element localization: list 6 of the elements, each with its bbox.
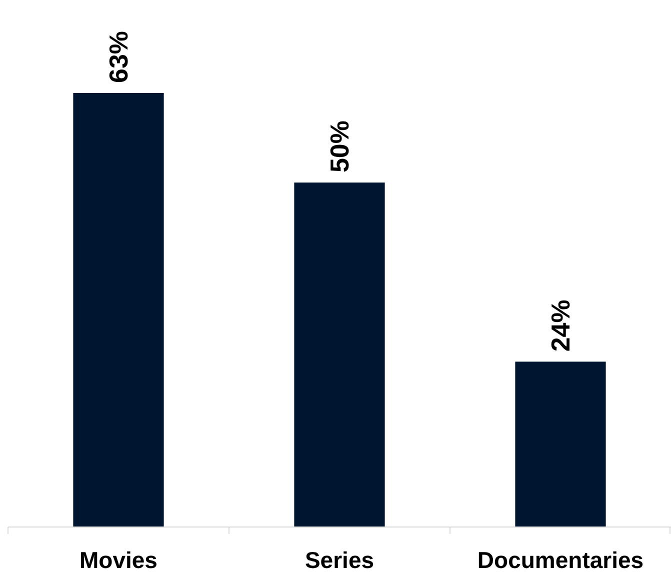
x-tick-label: Series xyxy=(304,547,374,573)
x-tick-label: Documentaries xyxy=(477,547,644,573)
data-label: 50% xyxy=(324,120,354,173)
data-label: 24% xyxy=(546,300,576,352)
data-label: 63% xyxy=(104,30,134,83)
x-tick-label: Movies xyxy=(80,547,158,573)
